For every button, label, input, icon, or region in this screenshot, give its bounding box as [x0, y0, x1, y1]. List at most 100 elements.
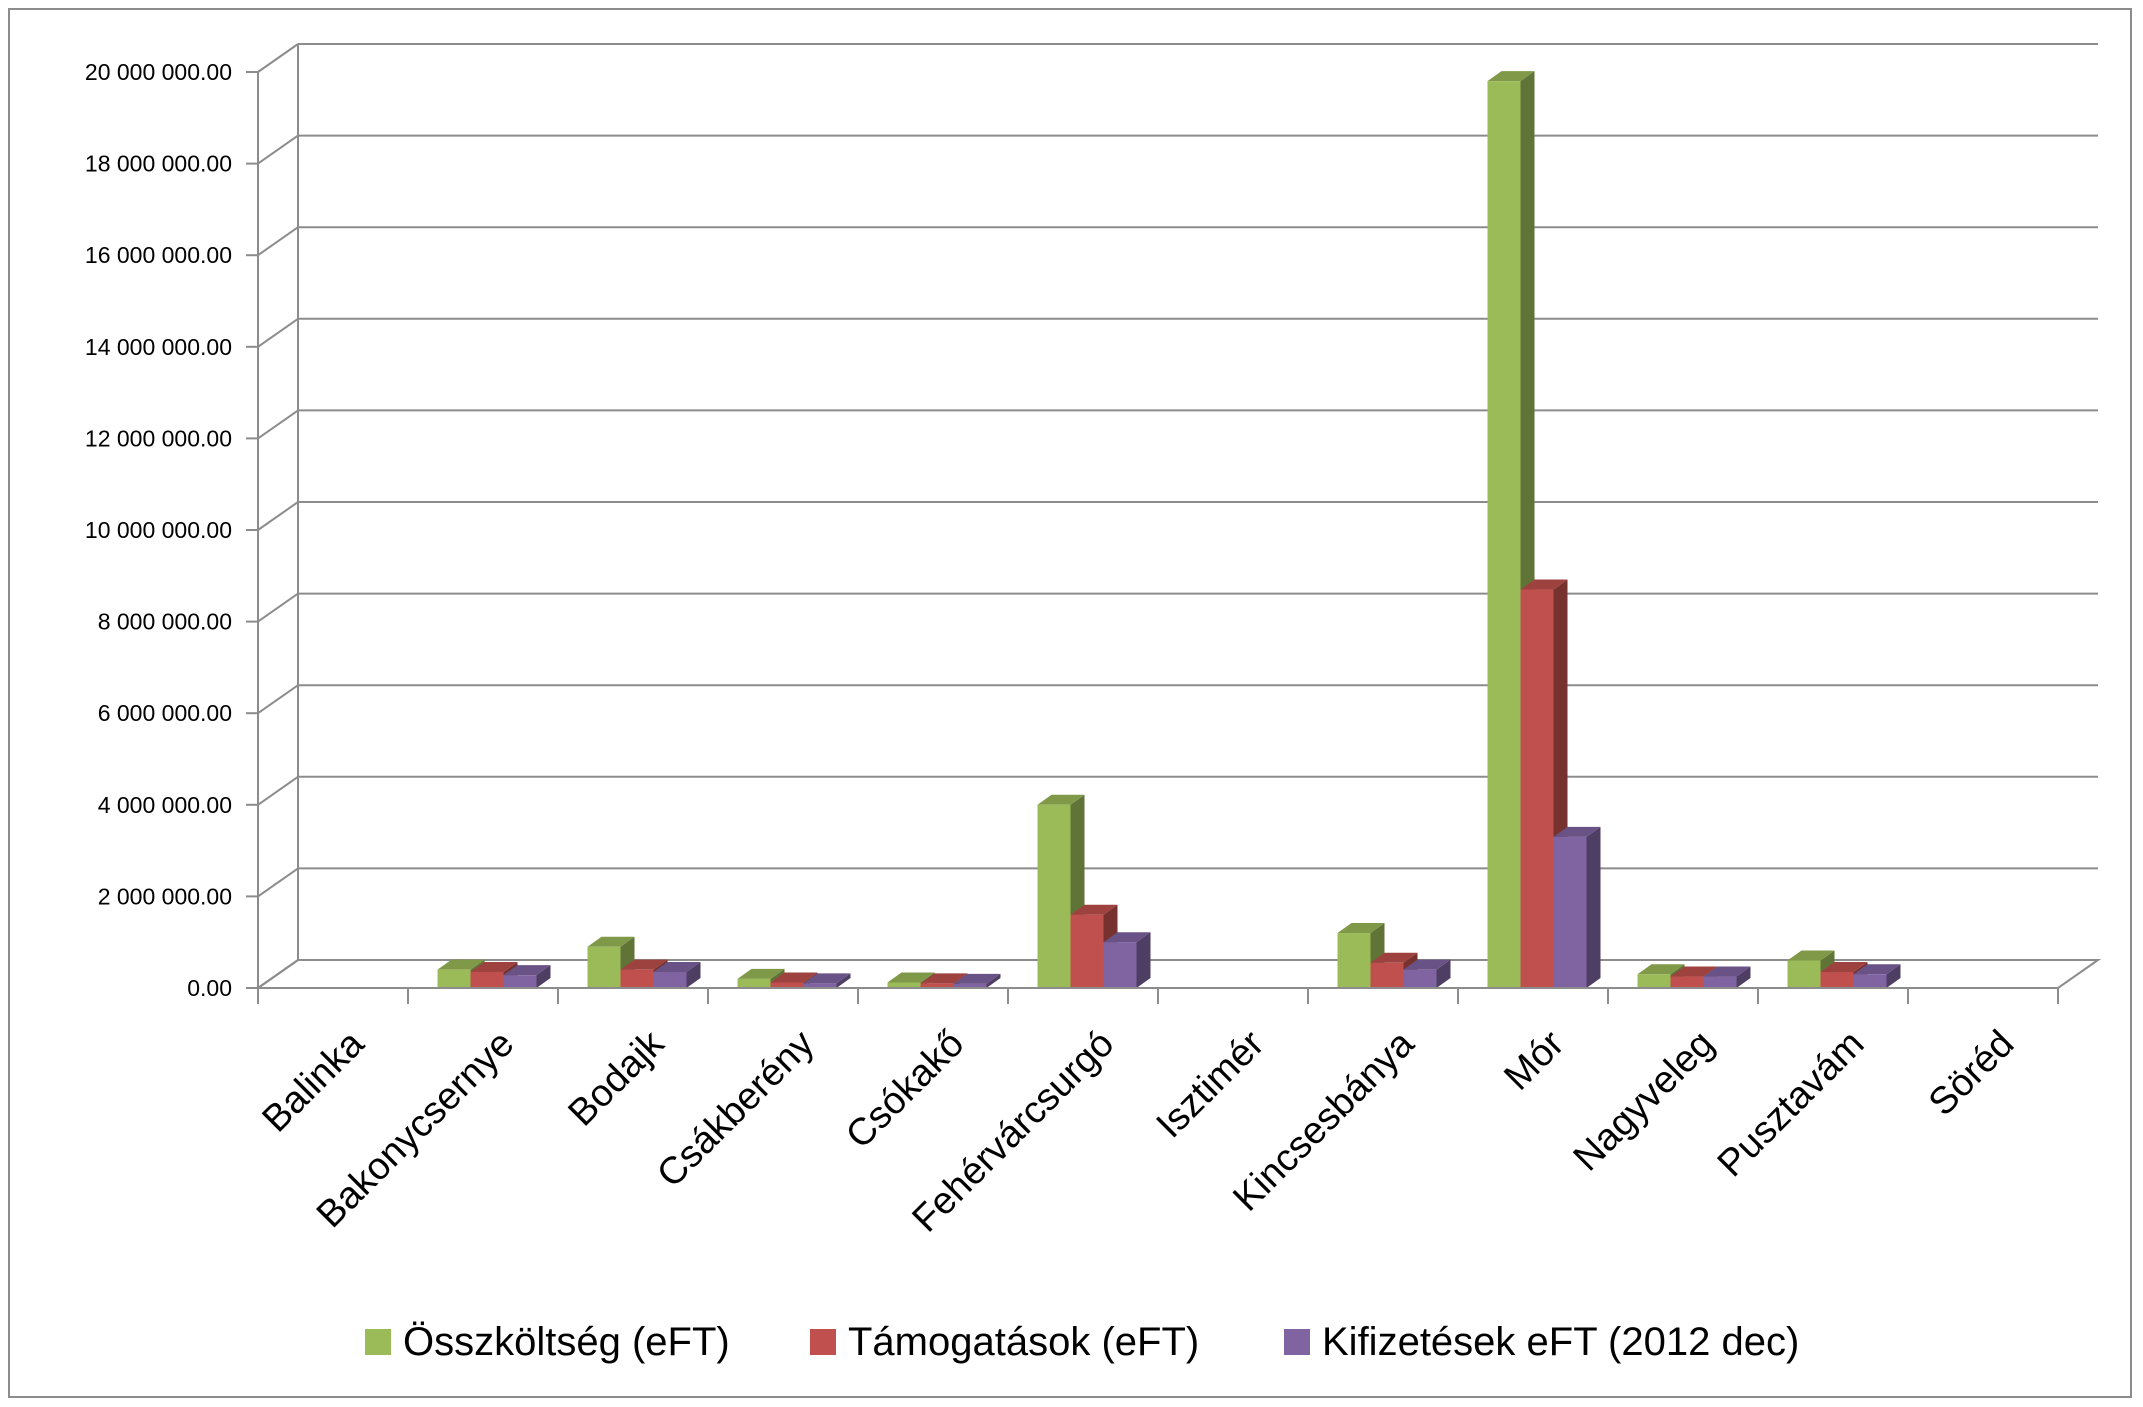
bar-top	[1670, 966, 1718, 977]
bar-front	[1037, 804, 1071, 988]
y-tick-label: 14 000 000.00	[85, 334, 232, 360]
bar-Mór-3	[1553, 826, 1601, 988]
bar-front	[1520, 589, 1554, 988]
chart-frame	[8, 8, 2132, 1398]
bar-top	[587, 936, 635, 947]
bar-side	[686, 961, 701, 988]
bar-side	[1736, 966, 1751, 988]
bars	[437, 71, 1901, 988]
y-tick-label: 16 000 000.00	[85, 242, 232, 268]
bar-front	[920, 983, 954, 988]
bar-side	[1436, 959, 1451, 988]
bar-top	[1553, 826, 1601, 837]
bar-side	[836, 973, 851, 988]
bar-Nagyveleg-3	[1703, 966, 1751, 988]
bar-front	[1337, 933, 1371, 988]
legend-label: Összköltség (eFT)	[403, 1320, 730, 1364]
bar-top	[1337, 923, 1385, 934]
y-tick-label: 12 000 000.00	[85, 425, 232, 451]
gridline-depth	[257, 409, 299, 440]
bar-front	[953, 983, 987, 988]
y-tick-label: 10 000 000.00	[85, 517, 232, 543]
gridline-depth	[257, 592, 299, 623]
bar-top	[1103, 932, 1151, 943]
gridline-depth	[257, 959, 299, 989]
bar-top	[1070, 904, 1118, 915]
bar-Pusztavám-1	[1787, 950, 1835, 988]
bar-top	[1370, 952, 1418, 963]
x-category-label: Isztimér	[1149, 1022, 1273, 1146]
bar-side	[986, 973, 1001, 988]
bar-top	[437, 959, 485, 970]
x-category-label: Csókakő	[838, 1023, 972, 1157]
gridline-depth	[257, 501, 299, 531]
y-tick-label: 18 000 000.00	[85, 151, 232, 177]
bar-front	[1820, 971, 1854, 988]
gridline-depth	[257, 43, 299, 73]
bar-front	[803, 983, 837, 988]
bar-Bakonycsernye-3	[503, 965, 551, 988]
bar-front	[1553, 836, 1587, 988]
y-tick-label: 2 000 000.00	[98, 883, 232, 909]
bar-top	[1487, 71, 1535, 82]
bar-front	[503, 975, 537, 988]
bar-front	[1787, 960, 1821, 988]
y-tick-label: 0.00	[187, 975, 232, 1001]
bar-front	[620, 969, 654, 988]
bar-top	[803, 973, 851, 984]
x-category-label: Mór	[1496, 1022, 1572, 1098]
bar-front	[737, 978, 771, 988]
bar-top	[1037, 794, 1085, 805]
bar-front	[1703, 976, 1737, 988]
bar-front	[887, 982, 921, 988]
bar-front	[587, 946, 621, 988]
bar-top	[620, 959, 668, 970]
bar-top	[1703, 966, 1751, 977]
gridline-depth	[257, 775, 299, 806]
x-category-label: Nagyveleg	[1566, 1023, 1723, 1180]
x-category-label: Pusztavám	[1710, 1023, 1873, 1186]
y-tick-label: 4 000 000.00	[98, 792, 232, 818]
bar-Pusztavám-3	[1853, 964, 1901, 988]
x-category-label: Balinka	[255, 1022, 373, 1140]
legend-swatch	[810, 1329, 836, 1355]
legend-label: Kifizetések eFT (2012 dec)	[1322, 1320, 1799, 1364]
bar-front	[1853, 974, 1887, 988]
bar-Csákberény-3	[803, 973, 851, 988]
legend-item-3: Kifizetések eFT (2012 dec)	[1284, 1320, 1799, 1364]
x-category-label: Söréd	[1921, 1023, 2022, 1124]
gridline-depth	[257, 134, 299, 165]
legend-item-2: Támogatások (eFT)	[810, 1320, 1199, 1364]
gridlines	[246, 43, 2098, 989]
bar-Kincsesbánya-3	[1403, 959, 1451, 988]
legend-item-1: Összköltség (eFT)	[365, 1320, 730, 1364]
bar-top	[737, 968, 785, 979]
gridline-depth	[257, 684, 299, 715]
bar-top	[1403, 959, 1451, 970]
bar-front	[1403, 969, 1437, 988]
legend: Összköltség (eFT) Támogatások (eFT) Kifize…	[365, 1320, 1799, 1364]
bar-front	[437, 969, 471, 988]
bar-top	[1820, 961, 1868, 972]
bar-Csókakő-3	[953, 973, 1001, 988]
bar-front	[1070, 914, 1104, 988]
x-category-label: Bodajk	[560, 1022, 673, 1135]
bar-top	[1853, 964, 1901, 975]
bar-side	[1886, 964, 1901, 988]
gridline-depth	[257, 867, 299, 898]
bar-side	[536, 965, 551, 988]
bar-top	[887, 972, 935, 983]
bar-front	[1487, 81, 1521, 988]
bar-Bodajk-3	[653, 961, 701, 988]
y-tick-label: 8 000 000.00	[98, 609, 232, 635]
bar-front	[1370, 962, 1404, 988]
chart-walls	[254, 44, 2102, 989]
y-tick-label: 6 000 000.00	[98, 700, 232, 726]
bar-side	[1136, 932, 1151, 988]
bar-front	[653, 971, 687, 988]
bar-front	[770, 982, 804, 988]
bar-front	[1637, 974, 1671, 988]
x-category-label: Csákberény	[649, 1023, 822, 1196]
